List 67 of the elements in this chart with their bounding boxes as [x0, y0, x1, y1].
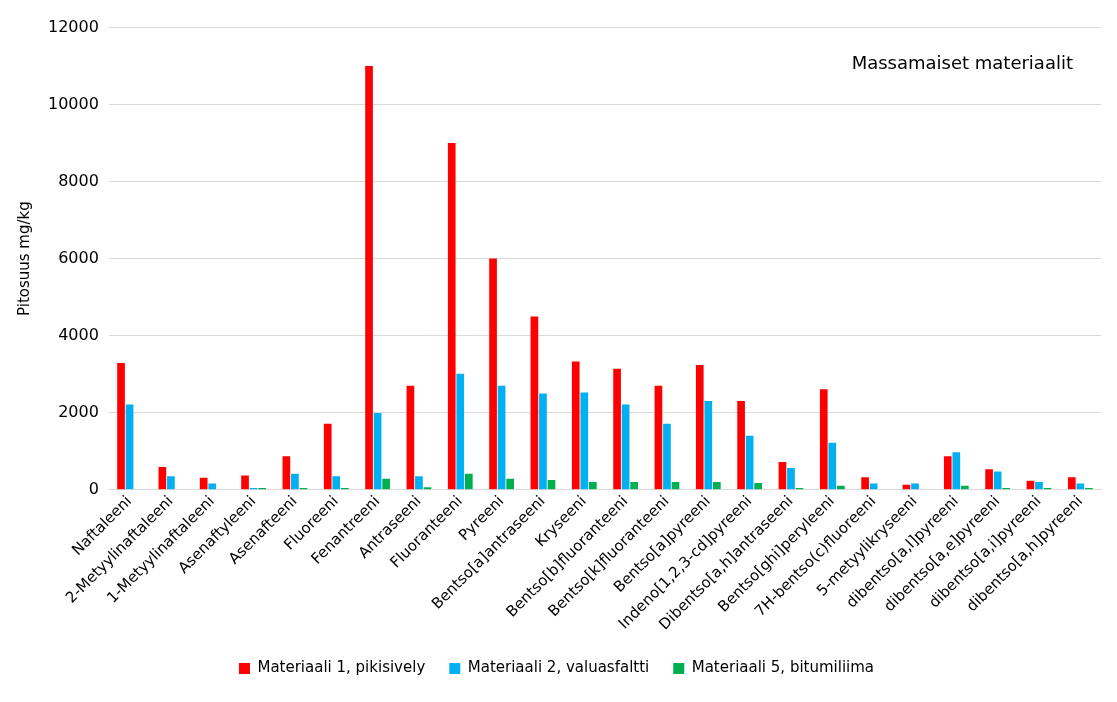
bar — [571, 361, 580, 490]
bar — [837, 485, 845, 490]
bar — [778, 461, 787, 490]
y-axis-title: Pitosuus mg/kg — [14, 201, 33, 316]
y-tick-label: 2000 — [58, 401, 99, 421]
bar — [530, 316, 539, 490]
bar — [630, 481, 639, 490]
bar — [737, 401, 745, 490]
bar — [588, 481, 597, 490]
bar — [861, 477, 869, 490]
bar — [663, 423, 671, 490]
bar — [654, 385, 663, 490]
y-tick-label: 10000 — [47, 93, 99, 113]
bar — [580, 392, 589, 490]
legend-label: Materiaali 1, pikisively — [257, 658, 426, 677]
bar — [506, 478, 514, 490]
bar — [869, 483, 878, 490]
bar — [539, 393, 547, 490]
bar — [1035, 481, 1043, 490]
bar — [497, 385, 506, 490]
y-tick-label: 6000 — [58, 247, 99, 267]
y-tick-label: 0 — [88, 478, 99, 498]
bar — [332, 476, 341, 490]
bar — [489, 258, 497, 490]
bar — [828, 442, 837, 490]
bar — [819, 389, 828, 490]
bar — [199, 477, 208, 490]
bar — [365, 66, 373, 490]
bar — [985, 469, 993, 490]
bar — [464, 473, 473, 490]
bar — [382, 478, 390, 490]
bar — [943, 456, 952, 490]
bar — [911, 483, 919, 490]
bar — [1076, 483, 1085, 490]
bar — [158, 466, 167, 490]
bar — [456, 373, 465, 490]
bar — [167, 476, 175, 490]
bar — [621, 404, 630, 490]
bar — [415, 476, 423, 490]
bar — [1067, 477, 1076, 490]
y-tick-label: 4000 — [58, 324, 99, 344]
bar — [952, 452, 961, 490]
bar — [125, 404, 134, 490]
y-tick-label: 12000 — [47, 16, 99, 36]
bar — [712, 481, 721, 490]
bar — [961, 485, 969, 490]
bar — [704, 401, 713, 490]
bar — [613, 368, 621, 490]
bar — [695, 364, 704, 490]
bar — [291, 473, 299, 490]
bar — [406, 385, 415, 490]
bar — [754, 483, 763, 490]
legend-label: Materiaali 5, bitumiliima — [691, 658, 875, 677]
bar — [241, 475, 249, 490]
bar — [547, 480, 556, 490]
bar — [787, 468, 795, 490]
bar — [323, 423, 332, 490]
bar — [282, 456, 291, 490]
y-tick-label: 8000 — [58, 170, 99, 190]
bar — [117, 362, 125, 490]
legend-label: Materiaali 2, valuasfaltti — [467, 658, 650, 677]
bar — [993, 471, 1002, 490]
bar — [373, 413, 382, 490]
bar — [208, 483, 217, 490]
bar — [447, 143, 456, 490]
bar — [745, 435, 754, 490]
annotation: Massamaiset materiaalit — [851, 52, 1073, 74]
